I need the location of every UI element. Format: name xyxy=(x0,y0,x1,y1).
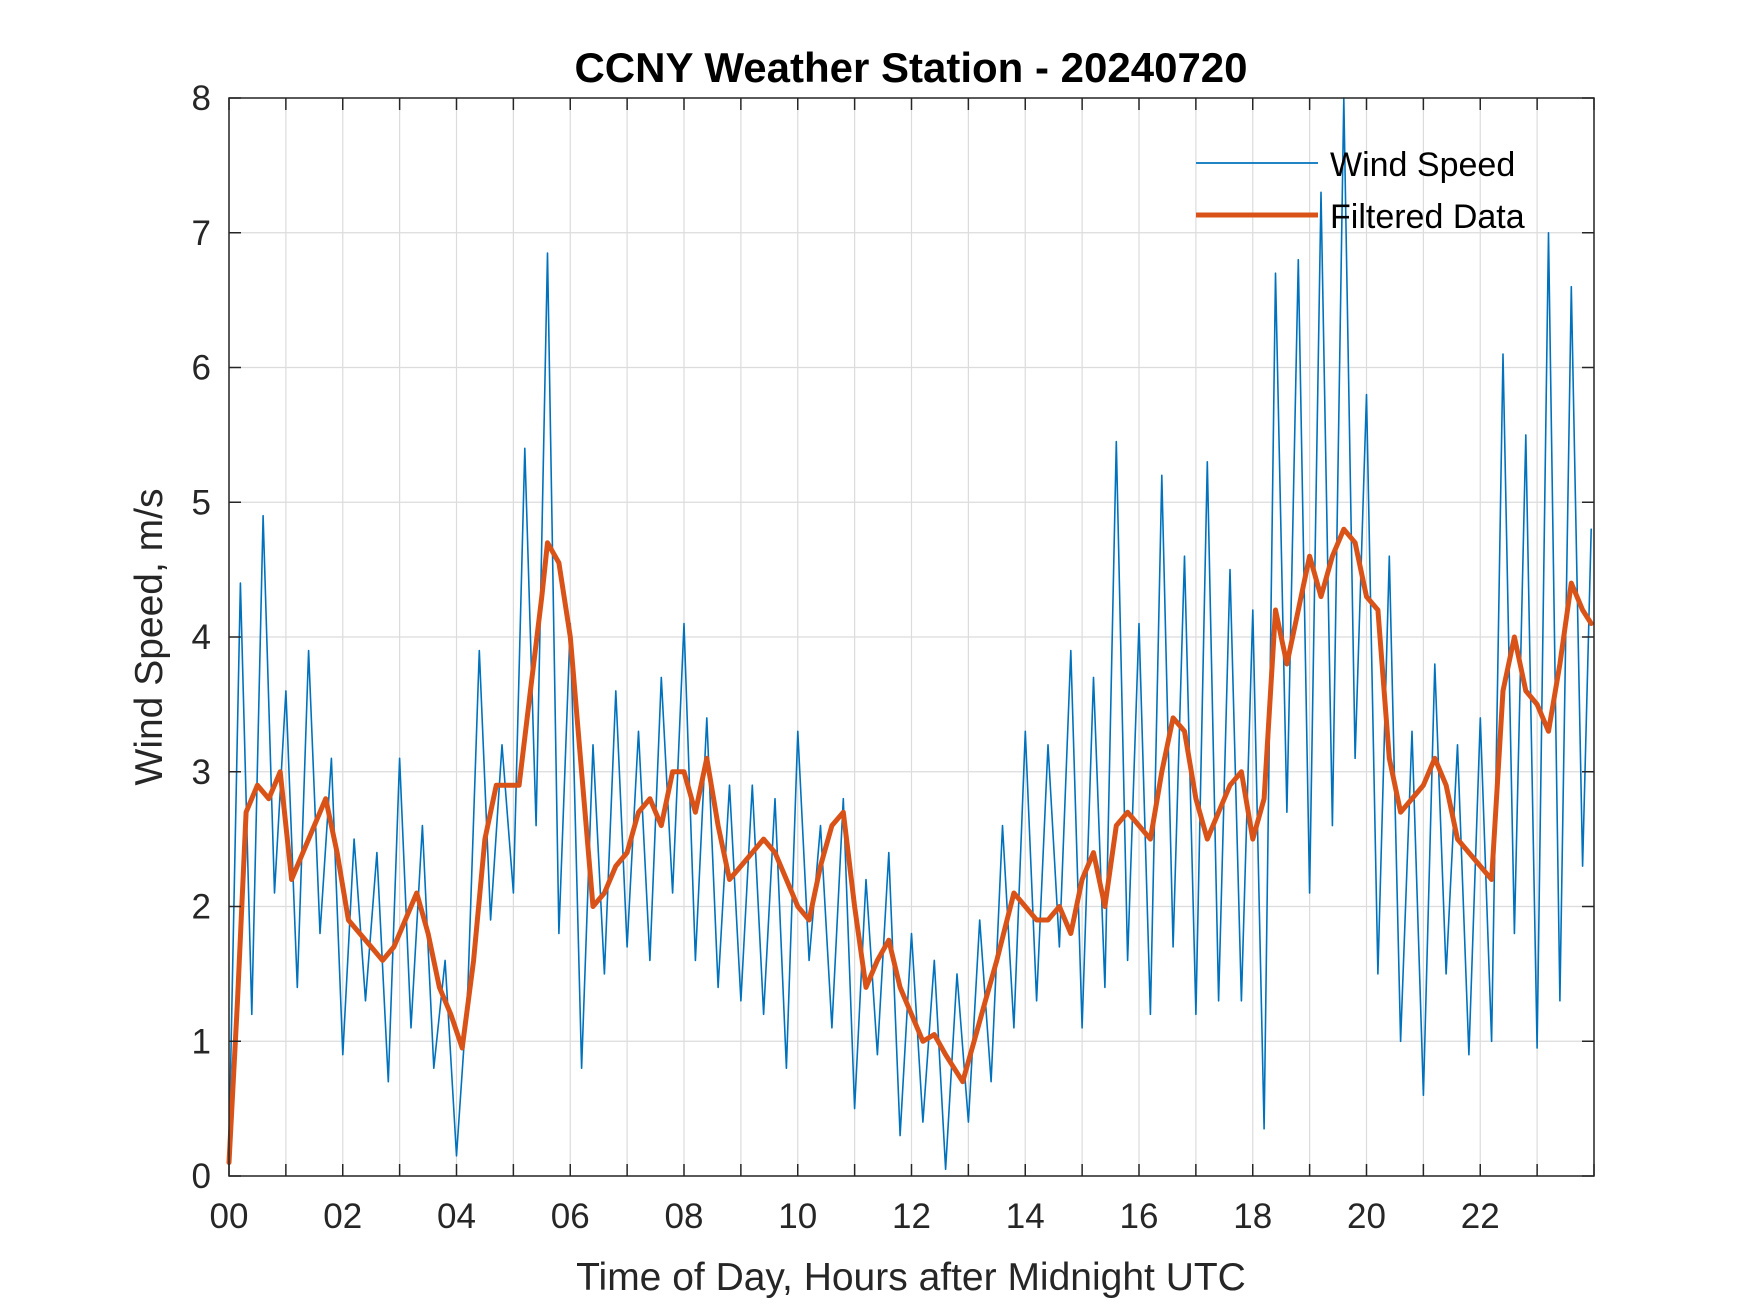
x-axis-label: Time of Day, Hours after Midnight UTC xyxy=(576,1256,1246,1299)
ticks xyxy=(228,97,1595,1177)
legend-label-filtered-data: Filtered Data xyxy=(1330,198,1525,236)
y-axis-label: Wind Speed, m/s xyxy=(128,489,171,786)
series-line-wind-speed xyxy=(228,97,1592,1171)
x-tick-label: 08 xyxy=(665,1197,704,1236)
y-tick-label: 5 xyxy=(192,483,211,522)
x-tick-label: 00 xyxy=(210,1197,249,1236)
legend: Wind Speed Filtered Data xyxy=(1196,146,1525,236)
x-tick-label: 10 xyxy=(778,1197,817,1236)
x-tick-label: 14 xyxy=(1006,1197,1045,1236)
x-tick-label: 02 xyxy=(323,1197,362,1236)
y-tick-label: 6 xyxy=(192,349,211,388)
x-tick-label: 22 xyxy=(1461,1197,1500,1236)
x-tick-label: 16 xyxy=(1120,1197,1159,1236)
y-tick-label: 0 xyxy=(192,1157,211,1196)
x-tick-label: 18 xyxy=(1233,1197,1272,1236)
y-tick-label: 3 xyxy=(192,753,211,792)
series-layer xyxy=(226,97,1594,1171)
y-tick-label: 2 xyxy=(192,888,211,927)
y-tick-label: 1 xyxy=(192,1022,211,1061)
series-line-filtered-data xyxy=(226,526,1594,1165)
x-tick-label: 06 xyxy=(551,1197,590,1236)
x-tick-label: 12 xyxy=(892,1197,931,1236)
y-tick-label: 7 xyxy=(192,214,211,253)
x-tick-label: 04 xyxy=(437,1197,476,1236)
legend-label-wind-speed: Wind Speed xyxy=(1330,146,1515,184)
x-tick-label: 20 xyxy=(1347,1197,1386,1236)
y-tick-label: 8 xyxy=(192,79,211,118)
y-tick-label: 4 xyxy=(192,618,211,657)
chart-title: CCNY Weather Station - 20240720 xyxy=(574,44,1247,91)
